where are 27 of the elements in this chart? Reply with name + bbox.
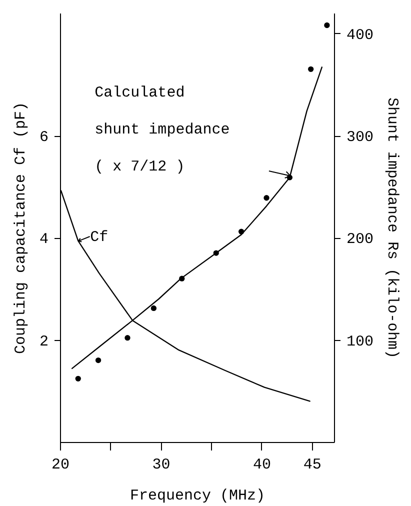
point: [124, 334, 130, 341]
x-tick-label: 20: [51, 456, 70, 474]
point: [95, 357, 102, 364]
point: [264, 195, 270, 201]
y2-tick-label: 100: [346, 333, 374, 350]
x-tick-label: 40: [252, 456, 271, 474]
y2-tick-label: 400: [346, 26, 374, 44]
point: [150, 305, 157, 312]
y2-axis-title: Shunt impedance Rs (kilo-ohm): [384, 97, 401, 359]
x-tick-label: 30: [152, 456, 170, 474]
y2-tick-label: 200: [346, 231, 374, 248]
point: [179, 276, 185, 282]
y-axis-title: Coupling capacitance Cf (pF): [12, 102, 30, 354]
point: [286, 174, 293, 180]
text: Calculated shunt impedance ( x 7/12 ): [94, 84, 230, 176]
y-tick-label: 2: [39, 333, 48, 350]
point: [324, 22, 330, 28]
x-axis-title: Frequency (MHz): [130, 488, 266, 504]
y2-tick-label: 300: [346, 129, 374, 146]
point: [75, 376, 81, 382]
point: [238, 228, 244, 234]
y-tick-label: 6: [39, 129, 48, 146]
point: [213, 250, 219, 256]
x-tick-label: 45: [303, 456, 322, 474]
point: [308, 66, 314, 72]
legend-label: Cf: [90, 228, 108, 246]
y-tick-label: 4: [39, 231, 48, 248]
